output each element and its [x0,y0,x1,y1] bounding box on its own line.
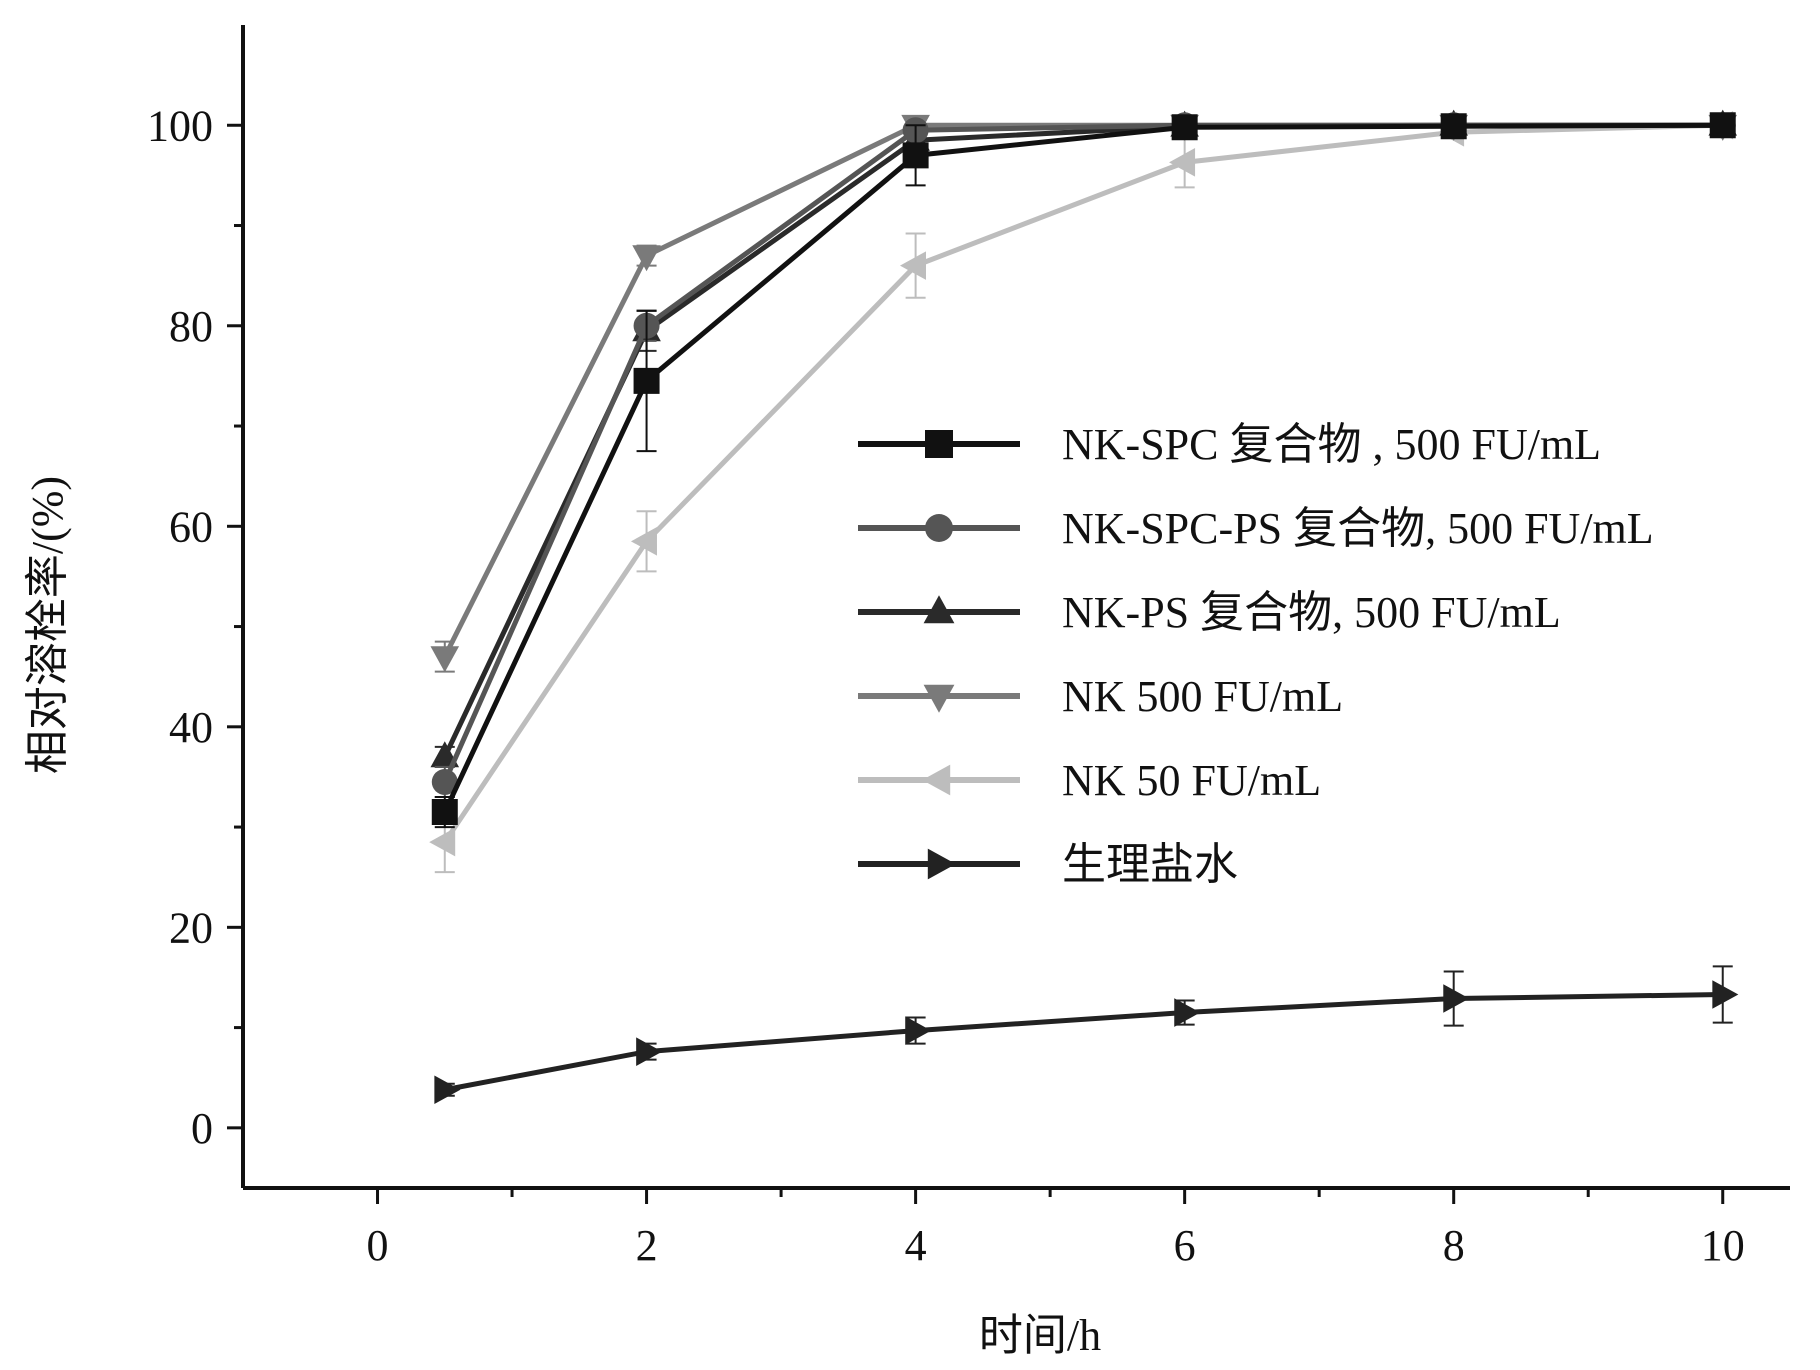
legend-label: NK-SPC-PS 复合物, 500 FU/mL [1062,504,1654,553]
legend-label: NK 50 FU/mL [1062,756,1321,805]
y-tick-label: 60 [169,502,213,551]
legend-item-2: NK-SPC-PS 复合物, 500 FU/mL [858,504,1654,553]
axes: 0 20 40 60 80 100 0 2 4 6 8 10 [147,25,1790,1270]
data-point [1169,148,1196,177]
data-point [900,251,927,280]
data-point [434,1075,461,1105]
data-point [1712,980,1739,1009]
x-axis-title: 时间/h [979,1311,1101,1360]
legend-label: NK-SPC 复合物 , 500 FU/mL [1062,420,1601,469]
legend-label: 生理盐水 [1062,840,1238,889]
legend: NK-SPC 复合物 , 500 FU/mL NK-SPC-PS 复合物, 500… [858,420,1654,889]
legend-marker [925,514,953,542]
data-point [1443,984,1470,1013]
series-6 [434,965,1739,1105]
data-point [1171,114,1198,141]
y-tick-label: 20 [169,903,213,952]
x-tick-label: 2 [636,1221,658,1270]
x-tick-label: 4 [905,1221,927,1270]
legend-marker [923,595,955,624]
y-tick-label: 100 [147,101,213,150]
data-point [902,142,929,169]
legend-marker [923,684,955,713]
series-line [442,122,1723,814]
data-point [633,367,660,394]
legend-item-3: NK-PS 复合物, 500 FU/mL [858,588,1561,637]
series-1 [431,112,1736,829]
y-tick-label: 0 [191,1104,213,1153]
series-line [444,992,1723,1093]
y-tick-label: 80 [169,302,213,351]
data-point [632,245,661,272]
legend-item-4: NK 500 FU/mL [858,672,1343,721]
data-point [1440,113,1467,140]
x-tick-label: 0 [367,1221,389,1270]
legend-marker [925,430,953,458]
data-point [431,768,458,795]
plot-area [429,109,1739,1105]
legend-item-1: NK-SPC 复合物 , 500 FU/mL [858,420,1601,469]
legend-label: NK-PS 复合物, 500 FU/mL [1062,588,1561,637]
x-tick-label: 6 [1174,1221,1196,1270]
data-point [905,1016,932,1045]
data-point [1709,112,1736,139]
data-point [430,646,460,673]
x-tick-label: 10 [1701,1221,1745,1270]
y-tick-label: 40 [169,703,213,752]
legend-item-6: 生理盐水 [858,840,1238,889]
legend-marker [922,764,951,796]
legend-label: NK 500 FU/mL [1062,672,1343,721]
x-tick-label: 8 [1443,1221,1465,1270]
data-point [431,799,458,826]
data-point [636,1037,663,1066]
series-line [442,122,1723,844]
legend-marker [927,848,956,880]
data-point [630,527,657,556]
data-point [1174,998,1201,1027]
data-point [429,827,456,857]
y-axis-title: 相对溶栓率/(%) [23,476,72,774]
legend-item-5: NK 50 FU/mL [858,756,1321,805]
